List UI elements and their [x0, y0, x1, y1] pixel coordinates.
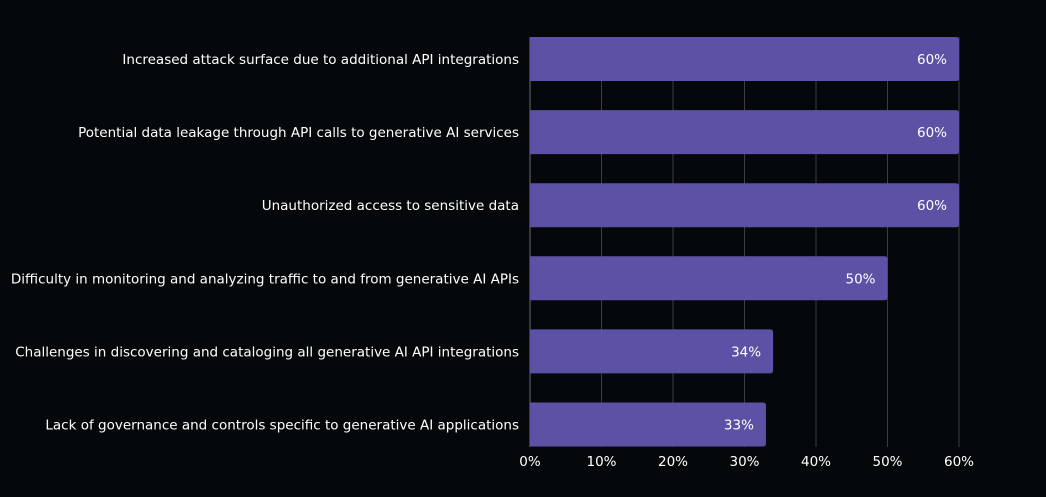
bar: [530, 183, 959, 228]
x-tick-label: 50%: [872, 454, 902, 470]
category-label: Increased attack surface due to addition…: [122, 52, 519, 68]
value-label: 60%: [917, 198, 947, 214]
bar: [530, 37, 959, 81]
category-labels: Increased attack surface due to addition…: [11, 52, 519, 434]
bar: [530, 402, 766, 447]
x-tick-label: 60%: [944, 454, 974, 470]
category-label: Unauthorized access to sensitive data: [262, 198, 519, 214]
value-label: 34%: [731, 344, 761, 360]
value-label: 50%: [845, 271, 875, 287]
bars: [530, 37, 959, 447]
gridlines: [529, 37, 960, 447]
x-tick-label: 40%: [801, 454, 831, 470]
bar: [530, 110, 959, 155]
x-tick-label: 10%: [586, 454, 616, 470]
x-tick-label: 0%: [519, 454, 541, 470]
value-label: 33%: [724, 418, 754, 434]
value-label: 60%: [917, 125, 947, 141]
bar: [530, 329, 774, 374]
x-axis-tick-labels: 0% 10% 20% 30% 40% 50% 60%: [519, 454, 974, 470]
category-label: Lack of governance and controls specific…: [45, 418, 519, 434]
value-labels: 60% 60% 60% 50% 34% 33%: [724, 52, 947, 434]
category-label: Potential data leakage through API calls…: [78, 125, 519, 141]
category-label: Difficulty in monitoring and analyzing t…: [11, 271, 519, 287]
x-tick-label: 20%: [658, 454, 688, 470]
category-label: Challenges in discovering and cataloging…: [15, 344, 519, 360]
value-label: 60%: [917, 52, 947, 68]
bar: [530, 256, 888, 301]
x-tick-label: 30%: [729, 454, 759, 470]
